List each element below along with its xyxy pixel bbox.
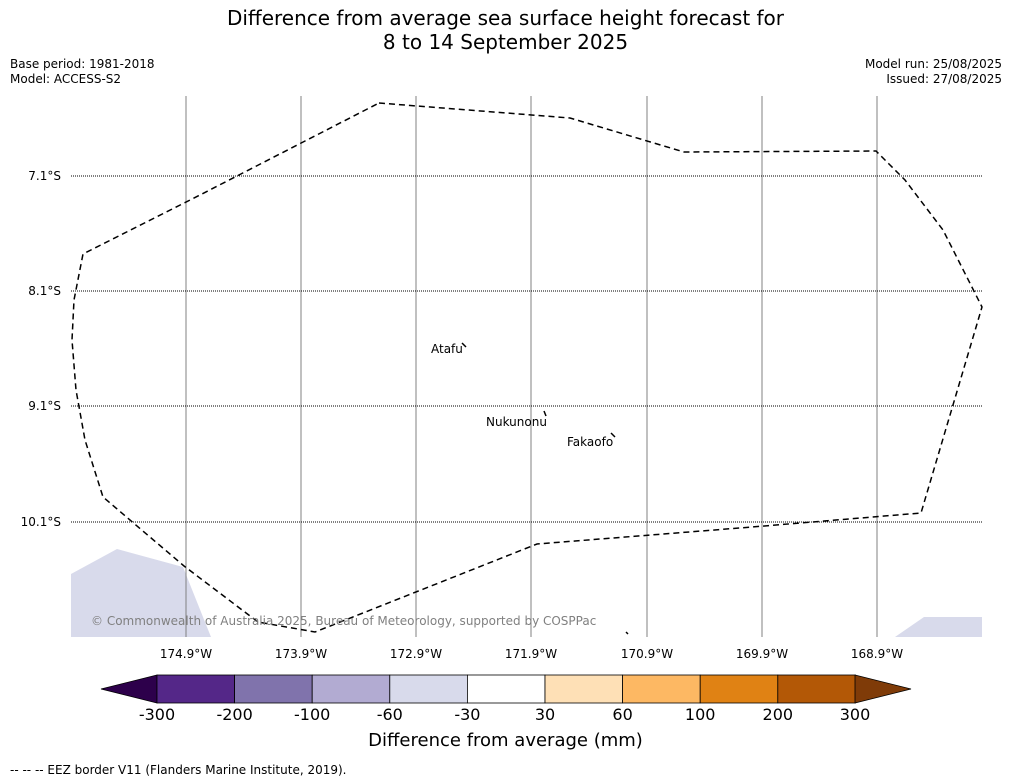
lon-label: 168.9°W	[850, 647, 904, 661]
colorbar-tick-label: -60	[376, 705, 403, 724]
nukunonu-island-mark	[543, 410, 547, 417]
island-marks	[461, 342, 629, 635]
map-title: Difference from average sea surface heig…	[0, 6, 1011, 54]
colorbar	[100, 674, 912, 704]
place-label-fakaofo: Fakaofo	[567, 435, 614, 449]
colorbar-bin	[466, 674, 546, 704]
lat-label: 9.1°S	[28, 399, 61, 413]
colorbar-title: Difference from average (mm)	[368, 730, 643, 751]
colorbar-tick-label: 300	[839, 705, 871, 724]
place-label-nukunonu: Nukunonu	[486, 415, 547, 429]
lon-label: 173.9°W	[274, 647, 328, 661]
eez-border	[71, 102, 983, 633]
lon-label: 172.9°W	[389, 647, 443, 661]
colorbar-bin	[777, 674, 856, 704]
lat-label: 10.1°S	[20, 515, 61, 529]
meta-left: Base period: 1981-2018 Model: ACCESS-S2	[10, 57, 155, 87]
colorbar-bin	[699, 674, 779, 704]
colorbar-tick-label: 100	[684, 705, 716, 724]
lat-label: 7.1°S	[28, 169, 61, 183]
colorbar-extend-above	[854, 674, 912, 704]
colorbar-extend-below	[100, 674, 158, 704]
issued-date: Issued: 27/08/2025	[886, 72, 1002, 86]
colorbar-bin	[622, 674, 701, 704]
anomaly-region-southwest	[71, 549, 211, 637]
parallel-lines	[71, 175, 982, 523]
colorbar-tick-label: 60	[612, 705, 633, 724]
small-island-mark	[625, 631, 629, 635]
colorbar-tick-label: -100	[294, 705, 331, 724]
title-line-1: Difference from average sea surface heig…	[226, 6, 785, 30]
lat-label: 8.1°S	[28, 284, 61, 298]
colorbar-bin	[389, 674, 468, 704]
anomaly-region-southeast	[895, 617, 982, 637]
colorbar-bin	[311, 674, 391, 704]
meta-right: Model run: 25/08/2025 Issued: 27/08/2025	[865, 57, 1002, 87]
base-period: Base period: 1981-2018	[10, 57, 155, 71]
lon-label: 174.9°W	[159, 647, 213, 661]
colorbar-bin	[234, 674, 313, 704]
colorbar-bin	[544, 674, 623, 704]
meridian-lines	[185, 96, 878, 637]
title-line-2: 8 to 14 September 2025	[382, 30, 629, 54]
copyright-notice: © Commonwealth of Australia 2025, Bureau…	[91, 614, 597, 628]
model-run: Model run: 25/08/2025	[864, 57, 1002, 71]
colorbar-tick-label: -200	[216, 705, 253, 724]
atafu-island-mark	[461, 342, 467, 348]
lon-label: 171.9°W	[504, 647, 558, 661]
colorbar-tick-label: 200	[762, 705, 794, 724]
colorbar-tick-label: 30	[534, 705, 556, 724]
colorbar-tick-label: -300	[138, 705, 176, 724]
place-label-atafu: Atafu	[431, 342, 463, 356]
colorbar-bin	[156, 674, 235, 704]
eez-footnote: -- -- -- EEZ border V11 (Flanders Marine…	[10, 763, 347, 777]
model-name: Model: ACCESS-S2	[10, 72, 122, 86]
lon-label: 170.9°W	[620, 647, 674, 661]
fakaofo-island-mark	[610, 432, 616, 438]
colorbar-tick-label: -30	[454, 705, 481, 724]
lon-label: 169.9°W	[735, 647, 789, 661]
